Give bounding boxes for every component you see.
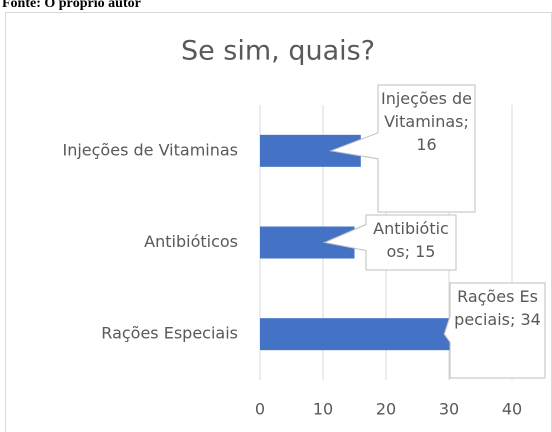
x-tick-label: 10	[313, 400, 333, 419]
y-tick-label: Antibióticos	[144, 232, 238, 251]
data-label-box: Rações Especiais; 34	[454, 287, 541, 329]
x-tick-label: 40	[502, 400, 522, 419]
data-label: Injeções de Vitaminas; 16	[381, 89, 472, 154]
data-label: Rações Especiais; 34	[454, 287, 541, 329]
x-tick-label: 20	[376, 400, 396, 419]
x-tick-label: 0	[255, 400, 265, 419]
chart-title: Se sim, quais?	[181, 36, 375, 67]
callout-box	[443, 282, 546, 379]
y-tick-label: Injeções de Vitaminas	[62, 140, 238, 159]
source-note: Fonte: O próprio autor	[2, 0, 141, 11]
callout-box	[328, 84, 476, 213]
callout-box	[322, 214, 457, 271]
y-tick-label: Rações Especiais	[101, 324, 238, 343]
data-label-box: Antibióticos; 15	[373, 219, 449, 261]
x-tick-label: 30	[439, 400, 459, 419]
bar	[260, 318, 475, 351]
data-label: Antibióticos; 15	[373, 219, 449, 261]
data-label-box: Injeções de Vitaminas; 16	[381, 89, 472, 154]
